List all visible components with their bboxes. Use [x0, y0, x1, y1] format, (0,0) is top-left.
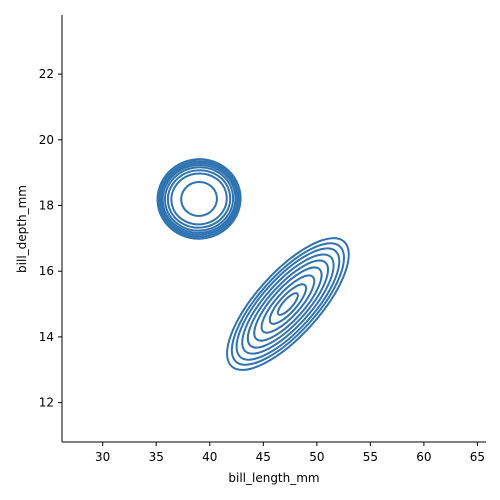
contour-line-cluster-1-level-1	[156, 158, 242, 240]
x-tick-label: 50	[309, 450, 324, 464]
x-tick-label: 55	[363, 450, 378, 464]
contour-layer	[156, 158, 350, 371]
x-tick-label: 60	[416, 450, 431, 464]
contour-line-cluster-1-level-4	[161, 164, 237, 234]
contour-line-cluster-1-level-5	[164, 166, 235, 232]
contour-line-cluster-2-level-8	[268, 283, 308, 325]
contour-line-cluster-2-level-1	[226, 237, 350, 371]
contour-line-cluster-2-level-9	[276, 292, 299, 316]
x-tick-label: 40	[202, 450, 217, 464]
contour-line-cluster-2-level-2	[230, 242, 345, 366]
x-tick-label: 65	[470, 450, 485, 464]
contour-line-cluster-1-level-3	[159, 162, 239, 236]
contour-line-cluster-1-level-8	[180, 180, 218, 217]
contour-line-cluster-1-level-7	[170, 172, 228, 226]
x-axis-title: bill_length_mm	[228, 471, 319, 485]
y-tick-label: 20	[39, 133, 54, 147]
y-tick-label: 16	[39, 264, 54, 278]
x-axis-ticks: 30 35 40 45 50 55 60 65	[95, 442, 485, 464]
contour-line-cluster-2-level-6	[253, 266, 323, 342]
y-tick-label: 12	[39, 396, 54, 410]
contour-line-cluster-1-level-2	[158, 160, 240, 238]
y-tick-label: 18	[39, 199, 54, 213]
y-tick-label: 14	[39, 330, 54, 344]
contour-line-cluster-2-level-5	[246, 259, 329, 349]
contour-line-cluster-2-level-7	[260, 274, 316, 334]
contour-line-cluster-2-level-4	[241, 253, 335, 355]
contour-line-cluster-1-level-6	[166, 169, 232, 229]
y-axis-ticks: 12 14 16 18 20 22	[39, 67, 62, 410]
y-axis-title: bill_depth_mm	[15, 185, 29, 273]
x-tick-label: 35	[149, 450, 164, 464]
y-tick-label: 22	[39, 67, 54, 81]
x-tick-label: 30	[95, 450, 110, 464]
contour-line-cluster-2-level-3	[235, 247, 341, 361]
x-tick-label: 45	[256, 450, 271, 464]
